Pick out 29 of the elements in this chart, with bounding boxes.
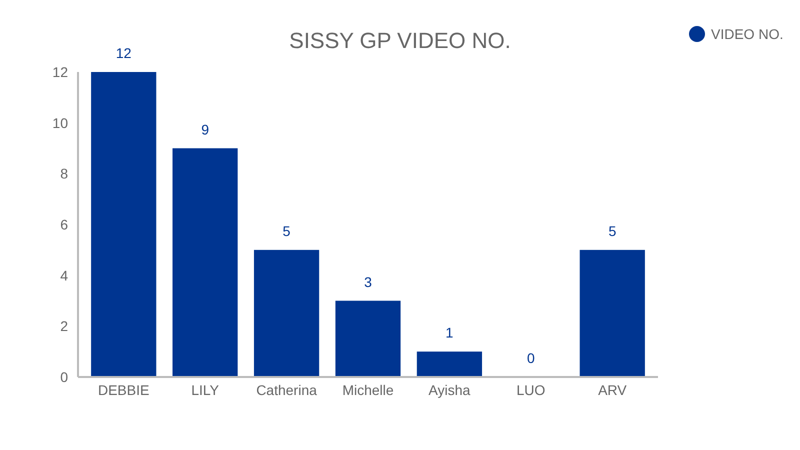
x-tick-label: DEBBIE [98, 382, 150, 398]
data-label: 5 [282, 222, 291, 239]
y-tick-label: 6 [60, 216, 68, 232]
bar [172, 148, 238, 377]
x-tick-label: Ayisha [428, 382, 471, 398]
data-label: 12 [116, 45, 132, 61]
x-tick-label: Catherina [256, 382, 318, 398]
bar [580, 250, 645, 377]
data-label: 5 [608, 222, 616, 239]
bar [335, 300, 401, 377]
y-tick-label: 12 [52, 64, 68, 80]
x-tick-label: LILY [191, 382, 220, 398]
y-tick-label: 4 [60, 267, 68, 284]
x-tick-label: Michelle [342, 382, 394, 398]
y-tick-label: 0 [60, 369, 68, 385]
x-tick-label: LUO [516, 382, 546, 398]
y-tick-label: 2 [60, 318, 68, 334]
chart-title: SISSY GP VIDEO NO. [289, 28, 511, 53]
legend-label: VIDEO NO. [711, 26, 784, 42]
bar [91, 72, 156, 377]
x-tick-label: ARV [598, 382, 628, 398]
bar [416, 352, 482, 377]
bar [254, 250, 320, 377]
data-label: 3 [364, 274, 372, 290]
data-label: 1 [446, 324, 454, 341]
data-label: 0 [527, 350, 535, 366]
y-tick-label: 8 [60, 166, 68, 182]
y-tick-label: 10 [52, 114, 68, 131]
data-label: 9 [201, 121, 210, 138]
